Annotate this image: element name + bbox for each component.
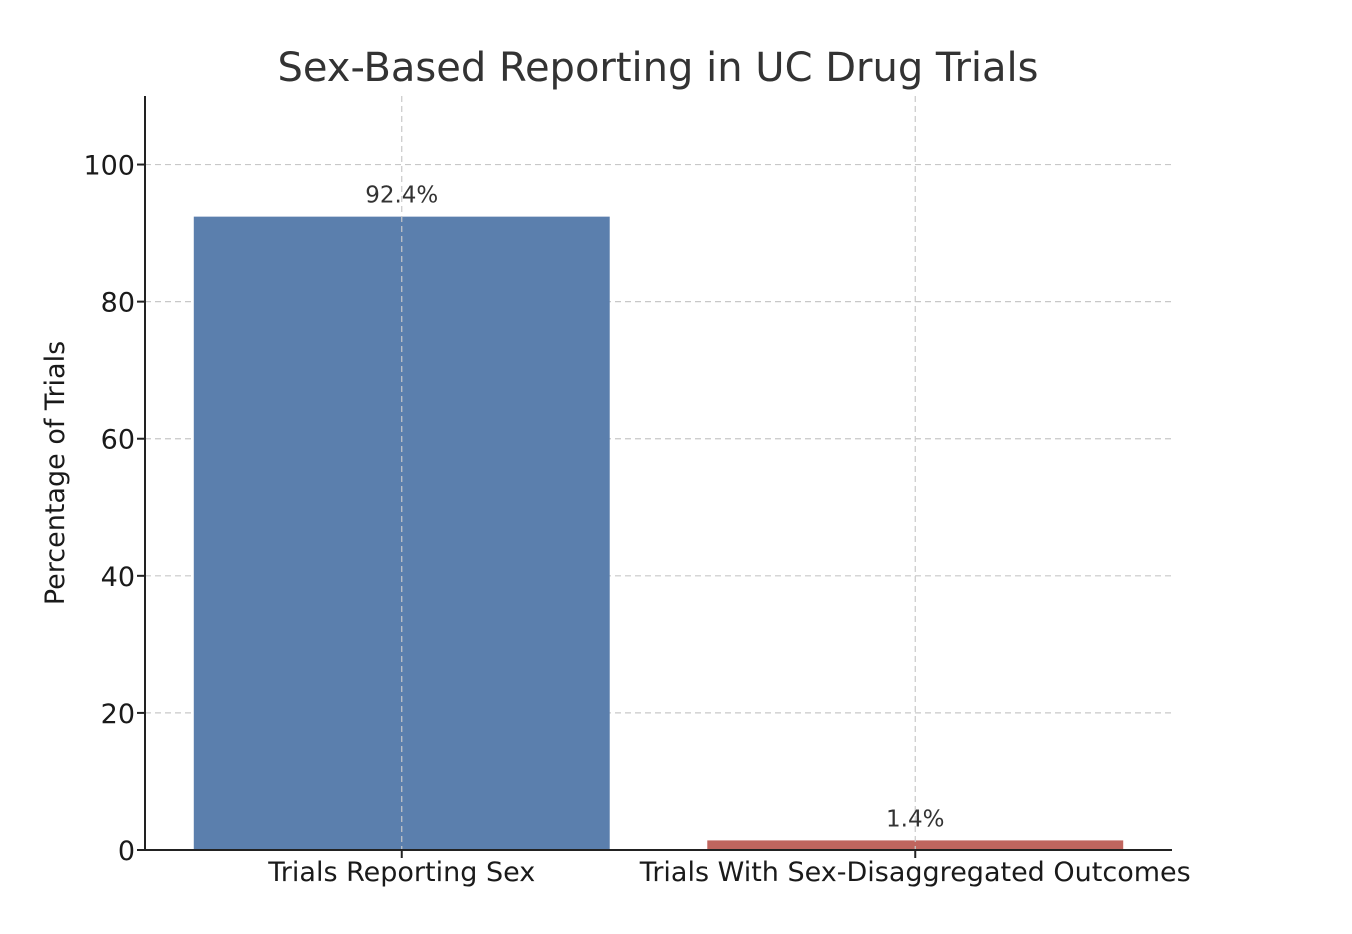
x-tick-label-2: Trials With Sex-Disaggregated Outcomes [639, 857, 1191, 888]
bars [193, 216, 1124, 850]
x-tick-label-1: Trials Reporting Sex [267, 857, 535, 888]
axes [144, 96, 1172, 851]
x-tick-labels: Trials Reporting Sex Trials With Sex-Disa… [267, 850, 1191, 888]
chart-title: Sex-Based Reporting in UC Drug Trials [277, 45, 1038, 91]
y-tick-labels: 0 20 40 60 80 100 [83, 151, 145, 867]
y-tick-label-0: 0 [118, 836, 135, 867]
data-label-1: 92.4% [365, 183, 438, 209]
y-tick-label-80: 80 [101, 288, 135, 319]
data-labels: 92.4% 1.4% [365, 183, 944, 833]
bar-2 [707, 840, 1124, 850]
vertical-grid-lines [401, 96, 916, 850]
y-tick-label-60: 60 [101, 425, 135, 456]
y-tick-label-100: 100 [83, 151, 135, 182]
bar-1 [193, 216, 610, 850]
y-tick-label-20: 20 [101, 699, 135, 730]
y-axis-label: Percentage of Trials [40, 341, 71, 605]
data-label-2: 1.4% [886, 806, 944, 832]
y-tick-label-40: 40 [101, 562, 135, 593]
